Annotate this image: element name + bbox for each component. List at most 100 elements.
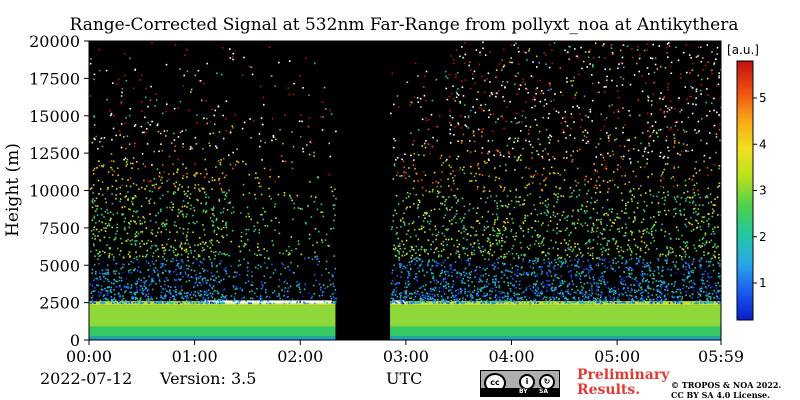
signal-pixel — [703, 273, 705, 276]
signal-pixel — [198, 264, 201, 267]
signal-pixel — [104, 277, 107, 280]
signal-pixel — [493, 297, 496, 299]
signal-pixel — [643, 277, 645, 280]
signal-pixel — [155, 302, 157, 305]
signal-pixel — [113, 256, 115, 258]
signal-pixel — [500, 248, 502, 251]
signal-pixel — [151, 42, 153, 44]
signal-pixel — [645, 82, 647, 84]
signal-pixel — [453, 195, 455, 197]
signal-pixel — [682, 266, 684, 268]
signal-pixel — [330, 297, 333, 300]
signal-pixel — [685, 225, 688, 228]
signal-pixel — [621, 277, 624, 279]
signal-pixel — [136, 280, 139, 283]
signal-pixel — [407, 284, 410, 286]
signal-pixel — [662, 282, 665, 285]
signal-pixel — [659, 291, 661, 294]
signal-pixel — [480, 275, 482, 277]
signal-pixel — [133, 125, 136, 127]
signal-pixel — [549, 139, 552, 141]
signal-pixel — [604, 283, 606, 285]
signal-pixel — [400, 302, 402, 304]
signal-pixel — [239, 250, 242, 253]
signal-pixel — [698, 204, 701, 206]
signal-pixel — [132, 298, 134, 301]
signal-pixel — [396, 282, 399, 284]
signal-pixel — [585, 142, 588, 144]
signal-pixel — [102, 302, 104, 305]
signal-pixel — [462, 57, 465, 59]
signal-pixel — [500, 255, 502, 258]
signal-pixel — [177, 208, 180, 211]
signal-pixel — [517, 297, 520, 300]
signal-pixel — [689, 72, 691, 74]
signal-pixel — [520, 274, 523, 276]
signal-pixel — [197, 255, 200, 258]
signal-pixel — [681, 258, 683, 260]
signal-pixel — [569, 134, 571, 136]
signal-pixel — [220, 212, 222, 214]
signal-pixel — [529, 126, 532, 128]
signal-pixel — [209, 258, 211, 261]
signal-pixel — [598, 56, 600, 58]
signal-pixel — [457, 292, 460, 294]
signal-pixel — [250, 271, 253, 273]
signal-pixel — [670, 126, 672, 129]
signal-pixel — [313, 201, 316, 203]
signal-pixel — [463, 274, 466, 277]
signal-pixel — [638, 70, 640, 73]
signal-pixel — [421, 186, 424, 189]
signal-pixel — [209, 292, 212, 294]
signal-pixel — [179, 68, 181, 70]
signal-pixel — [671, 291, 673, 293]
signal-pixel — [391, 280, 394, 282]
signal-pixel — [710, 201, 713, 203]
signal-pixel — [151, 288, 154, 291]
signal-pixel — [650, 113, 653, 115]
signal-pixel — [644, 266, 646, 268]
signal-pixel — [599, 138, 602, 140]
signal-pixel — [291, 161, 293, 163]
signal-pixel — [489, 81, 491, 83]
signal-pixel — [182, 261, 184, 264]
signal-pixel — [121, 91, 123, 94]
signal-pixel — [547, 257, 550, 260]
signal-pixel — [131, 239, 134, 241]
signal-pixel — [264, 256, 266, 259]
signal-pixel — [209, 145, 211, 147]
signal-pixel — [126, 135, 129, 137]
signal-pixel — [448, 95, 451, 98]
signal-pixel — [717, 245, 719, 248]
signal-pixel — [271, 139, 273, 142]
signal-pixel — [638, 257, 641, 260]
signal-pixel — [579, 292, 581, 295]
signal-pixel — [116, 226, 118, 229]
signal-pixel — [430, 298, 433, 300]
signal-pixel — [622, 287, 625, 290]
signal-pixel — [695, 88, 698, 91]
signal-pixel — [260, 254, 262, 256]
signal-pixel — [716, 301, 718, 303]
signal-pixel — [589, 269, 591, 272]
signal-pixel — [124, 227, 126, 229]
signal-pixel — [688, 201, 691, 204]
signal-pixel — [179, 227, 181, 229]
signal-pixel — [421, 260, 424, 263]
signal-pixel — [586, 201, 589, 203]
signal-pixel — [691, 263, 693, 265]
signal-pixel — [710, 233, 713, 235]
signal-pixel — [551, 296, 554, 298]
signal-pixel — [592, 208, 595, 210]
signal-pixel — [446, 209, 448, 211]
signal-pixel — [616, 213, 619, 215]
signal-pixel — [618, 295, 621, 297]
signal-pixel — [609, 288, 611, 291]
signal-pixel — [608, 294, 610, 296]
signal-pixel — [607, 137, 610, 139]
signal-pixel — [327, 285, 329, 288]
signal-pixel — [688, 54, 691, 56]
signal-pixel — [187, 228, 189, 230]
signal-pixel — [136, 210, 139, 212]
signal-pixel — [549, 172, 551, 175]
